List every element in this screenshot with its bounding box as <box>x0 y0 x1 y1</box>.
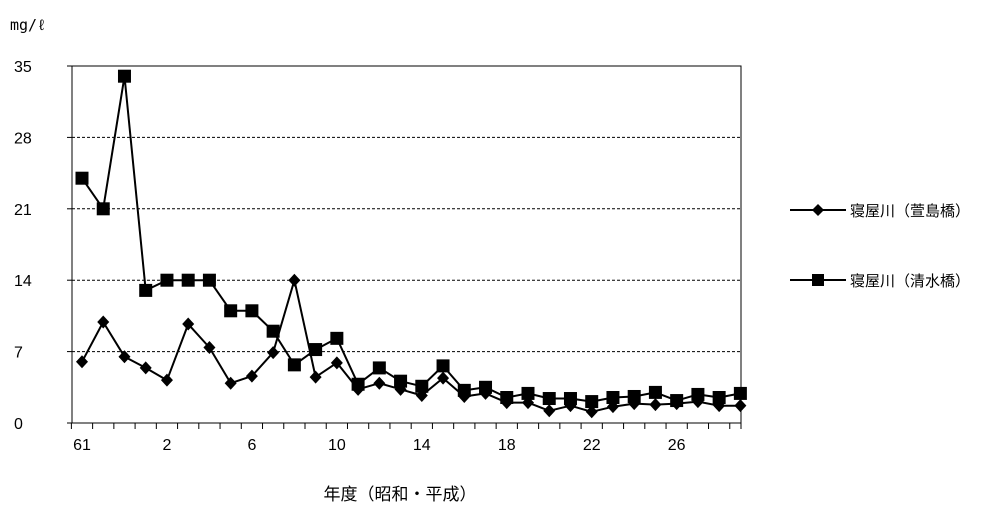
series-1-point-27 <box>648 385 662 399</box>
series-1-point-31 <box>733 386 747 400</box>
series-1-point-11 <box>309 343 323 357</box>
series-1-point-21 <box>521 386 535 400</box>
legend-label-kayashima: 寝屋川（萱島橋） <box>850 201 971 220</box>
series-1-point-19 <box>479 380 493 394</box>
x-tick-label-26: 26 <box>668 437 686 454</box>
y-tick-label-14: 14 <box>14 273 32 290</box>
y-tick-label-7: 7 <box>14 345 23 362</box>
y-axis-unit-label: mg/ℓ <box>10 16 47 34</box>
series-1-point-15 <box>394 374 408 388</box>
series-1-point-9 <box>266 324 280 338</box>
y-axis-ticks: 0 7 14 21 28 35 <box>14 59 72 433</box>
x-tick-label-61: 61 <box>73 437 91 454</box>
series-1-point-1 <box>96 202 110 216</box>
series-1-point-18 <box>457 383 471 397</box>
series-1-point-6 <box>202 273 216 287</box>
series-0-point-24 <box>585 405 598 419</box>
series-0-point-27 <box>649 398 662 412</box>
series-1-point-12 <box>330 331 344 345</box>
series-1-point-10 <box>287 358 301 372</box>
series-1-point-0 <box>75 171 89 185</box>
x-tick-label-6: 6 <box>247 437 256 454</box>
x-tick-label-22: 22 <box>583 437 601 454</box>
x-axis-title: 年度（昭和・平成） <box>323 485 477 505</box>
series-0-point-14 <box>373 376 386 390</box>
legend: 寝屋川（萱島橋） 寝屋川（清水橋） <box>790 196 1005 336</box>
series-line-1 <box>81 75 741 403</box>
series-0-point-3 <box>139 361 152 375</box>
plot-area-border <box>71 65 742 424</box>
series-1-point-20 <box>500 391 514 404</box>
series-1-point-4 <box>160 273 174 287</box>
series-1-point-5 <box>181 273 195 287</box>
series-1 <box>75 69 747 409</box>
series-0-point-22 <box>543 404 556 418</box>
y-tick-label-21: 21 <box>14 202 32 219</box>
legend-item-shimizu: 寝屋川（清水橋） <box>790 266 1005 294</box>
x-axis-ticks: 61 2 6 10 14 18 22 26 <box>70 423 742 454</box>
x-tick-label-10: 10 <box>328 437 346 454</box>
series-1-point-26 <box>627 389 641 403</box>
y-tick-label-0: 0 <box>14 416 23 433</box>
series-0-point-8 <box>245 369 258 383</box>
x-tick-label-18: 18 <box>498 437 516 454</box>
series-0-point-1 <box>97 315 110 329</box>
series-1-point-16 <box>415 379 429 393</box>
series-0-point-31 <box>734 399 747 413</box>
series-0 <box>76 273 747 419</box>
series-1-point-14 <box>372 361 386 375</box>
series-0-point-4 <box>160 373 173 387</box>
series-0-point-0 <box>76 355 88 369</box>
series-1-point-3 <box>139 283 153 297</box>
x-tick-label-14: 14 <box>413 437 431 454</box>
series-0-point-5 <box>182 317 195 331</box>
gridlines <box>72 65 741 353</box>
series-line-0 <box>81 279 741 413</box>
y-tick-label-28: 28 <box>14 130 32 147</box>
series-1-point-22 <box>542 392 556 406</box>
series-1-point-25 <box>606 391 620 404</box>
series-1-point-23 <box>563 392 577 406</box>
series-1-point-24 <box>585 395 599 409</box>
legend-item-kayashima: 寝屋川（萱島橋） <box>790 196 1005 224</box>
series-1-point-28 <box>670 394 684 408</box>
legend-swatch-diamond <box>790 204 846 216</box>
series-0-point-10 <box>288 273 301 287</box>
series-1-point-29 <box>691 387 705 401</box>
series-0-point-2 <box>118 350 131 364</box>
series-0-point-7 <box>224 376 237 390</box>
series-0-point-12 <box>330 356 343 370</box>
series-0-point-6 <box>203 341 216 355</box>
series-1-point-7 <box>224 304 238 318</box>
y-tick-label-35: 35 <box>14 59 32 76</box>
series-0-point-9 <box>267 346 280 360</box>
legend-swatch-square <box>790 274 846 286</box>
x-tick-label-2: 2 <box>162 437 171 454</box>
legend-label-shimizu: 寝屋川（清水橋） <box>850 271 971 290</box>
series-group <box>75 69 747 419</box>
series-1-point-8 <box>245 304 259 318</box>
series-1-point-17 <box>436 359 450 373</box>
series-0-point-17 <box>437 371 450 385</box>
series-0-point-11 <box>309 370 322 384</box>
series-1-point-30 <box>712 391 726 404</box>
series-1-point-2 <box>117 69 131 83</box>
series-1-point-13 <box>351 377 365 391</box>
